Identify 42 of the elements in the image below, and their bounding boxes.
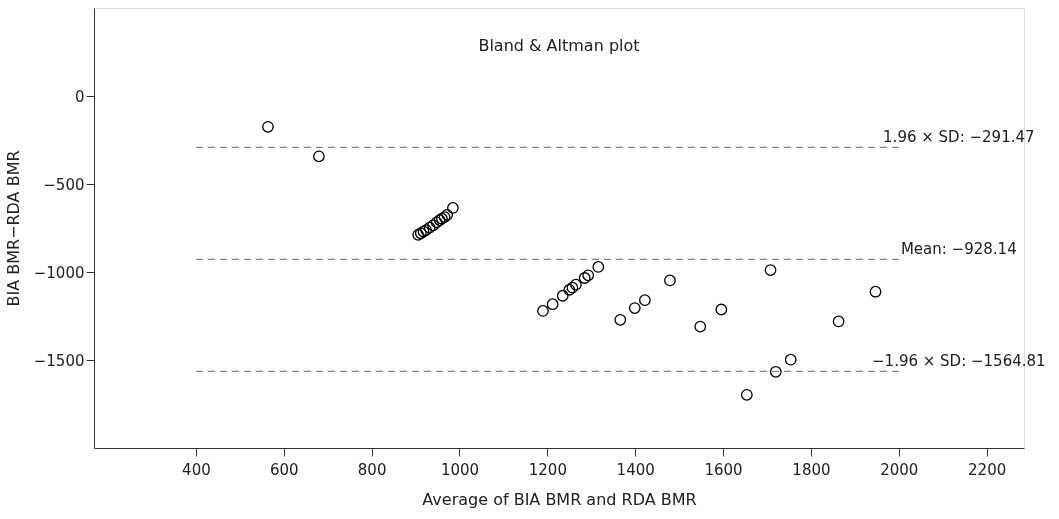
point — [614, 313, 627, 326]
point — [764, 264, 777, 276]
point — [628, 302, 641, 314]
y-tick-label: 0 — [74, 87, 85, 106]
y-tick-label: −1000 — [33, 263, 85, 282]
point — [740, 388, 753, 401]
point — [784, 353, 797, 366]
point — [313, 150, 325, 163]
point — [546, 298, 559, 311]
point — [664, 274, 676, 287]
x-tick-label: 600 — [269, 460, 299, 479]
point — [447, 202, 459, 214]
ref-line-label: Mean: −928.14 — [900, 240, 1017, 259]
x-tick-label: 800 — [357, 460, 387, 479]
y-tick-label: −500 — [43, 175, 85, 194]
point — [537, 305, 549, 317]
y-tick-label: −1500 — [33, 351, 85, 370]
point — [592, 261, 605, 273]
x-tick-label: 1400 — [616, 460, 655, 479]
x-tick-label: 2200 — [968, 460, 1007, 479]
text: Bland & Altman plot — [478, 36, 640, 55]
x-axis-title: Average of BIA BMR and RDA BMR — [422, 489, 697, 509]
ref-line-label: 1.96 × SD: −291.47 — [883, 128, 1035, 147]
point — [832, 315, 845, 328]
point — [570, 278, 582, 291]
point — [262, 120, 274, 133]
point — [869, 285, 882, 298]
point — [556, 289, 569, 302]
point — [769, 365, 782, 378]
ref-line-label: −1.96 × SD: −1564.81 — [872, 352, 1046, 371]
x-tick-label: 1200 — [528, 460, 567, 479]
y-axis-title: BIA BMR−RDA BMR — [3, 150, 23, 307]
x-tick-label: 2000 — [880, 460, 919, 479]
x-tick-label: 1800 — [792, 460, 831, 479]
point — [694, 320, 707, 333]
x-tick-label: 400 — [182, 460, 211, 479]
point — [638, 294, 651, 307]
point — [582, 269, 595, 282]
x-tick-label: 1000 — [440, 460, 480, 479]
x-tick-label: 1600 — [704, 460, 743, 479]
point — [715, 303, 728, 316]
point — [578, 272, 591, 284]
